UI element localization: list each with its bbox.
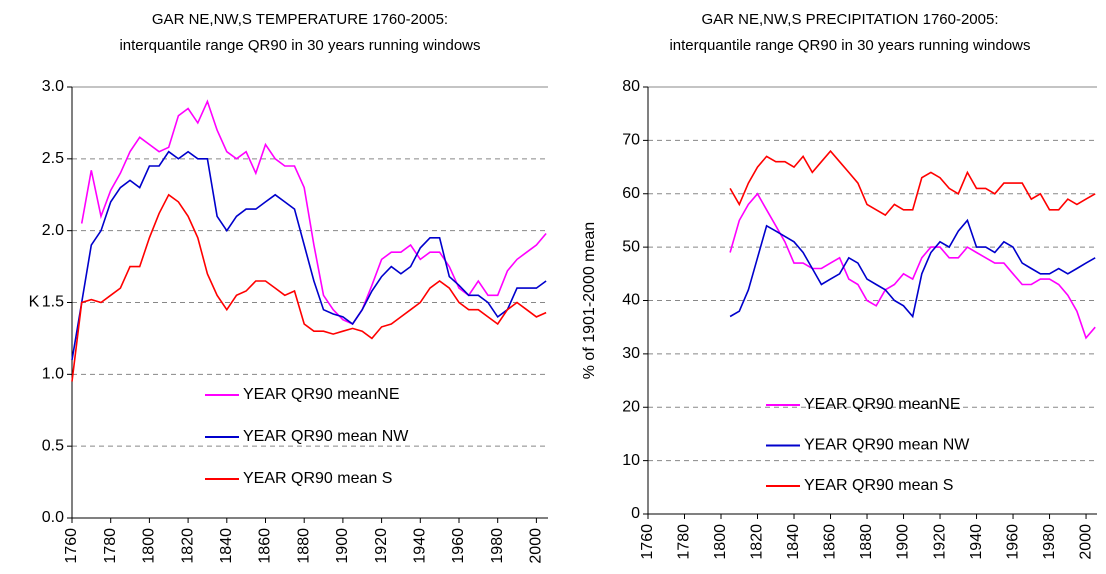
x-tick-label: 2000 [1077, 524, 1094, 560]
x-tick-label: 1760 [63, 528, 80, 564]
chart-title: GAR NE,NW,S TEMPERATURE 1760-2005: [152, 11, 448, 28]
x-tick-label: 1940 [968, 524, 985, 560]
x-tick-label: 1860 [257, 528, 274, 564]
x-tick-label: 1880 [295, 528, 312, 564]
y-axis-label: K [29, 294, 40, 311]
x-tick-label: 1900 [334, 528, 351, 564]
y-tick-label: 40 [622, 292, 640, 309]
series-line [71, 150, 547, 361]
x-tick-label: 1840 [218, 528, 235, 564]
chart-subtitle: interquantile range QR90 in 30 years run… [669, 37, 1030, 54]
legend-label: YEAR QR90 meanNE [804, 396, 961, 413]
x-tick-label: 1860 [822, 524, 839, 560]
x-tick-label: 2000 [528, 528, 545, 564]
y-tick-label: 1.0 [42, 366, 64, 383]
x-tick-label: 1960 [450, 528, 467, 564]
x-tick-label: 1800 [712, 524, 729, 560]
y-tick-label: 50 [622, 238, 640, 255]
x-tick-label: 1760 [639, 524, 656, 560]
legend-label: YEAR QR90 mean NW [804, 437, 970, 454]
x-tick-label: 1780 [102, 528, 119, 564]
y-tick-label: 0.0 [42, 509, 64, 526]
y-tick-label: 3.0 [42, 78, 64, 95]
x-tick-label: 1780 [676, 524, 693, 560]
y-tick-label: 60 [622, 185, 640, 202]
x-tick-label: 1940 [412, 528, 429, 564]
x-tick-label: 1960 [1004, 524, 1021, 560]
y-tick-label: 0 [631, 505, 640, 522]
series-line [71, 193, 547, 382]
legend-label: YEAR QR90 mean S [804, 477, 953, 494]
x-tick-label: 1820 [749, 524, 766, 560]
y-tick-label: 1.5 [42, 294, 64, 311]
x-tick-label: 1980 [1041, 524, 1058, 560]
x-tick-label: 1920 [373, 528, 390, 564]
legend-label: YEAR QR90 mean NW [243, 428, 409, 445]
series-line [729, 149, 1096, 217]
y-tick-label: 2.0 [42, 222, 64, 239]
series-line [729, 218, 1096, 319]
chart-subtitle: interquantile range QR90 in 30 years run… [119, 37, 480, 54]
y-tick-label: 10 [622, 452, 640, 469]
series-line [80, 99, 547, 326]
x-tick-label: 1800 [141, 528, 158, 564]
legend-label: YEAR QR90 meanNE [243, 386, 400, 403]
legend-label: YEAR QR90 mean S [243, 470, 392, 487]
y-tick-label: 0.5 [42, 437, 64, 454]
chart-title: GAR NE,NW,S PRECIPITATION 1760-2005: [701, 11, 998, 28]
y-tick-label: 30 [622, 345, 640, 362]
x-tick-label: 1920 [931, 524, 948, 560]
x-tick-label: 1880 [858, 524, 875, 560]
y-tick-label: 2.5 [42, 150, 64, 167]
y-tick-label: 70 [622, 132, 640, 149]
y-tick-label: 20 [622, 398, 640, 415]
x-tick-label: 1840 [785, 524, 802, 560]
series-line [729, 192, 1096, 340]
y-tick-label: 80 [622, 78, 640, 95]
x-tick-label: 1900 [895, 524, 912, 560]
y-axis-label: % of 1901-2000 mean [581, 222, 598, 379]
x-tick-label: 1820 [179, 528, 196, 564]
x-tick-label: 1980 [489, 528, 506, 564]
